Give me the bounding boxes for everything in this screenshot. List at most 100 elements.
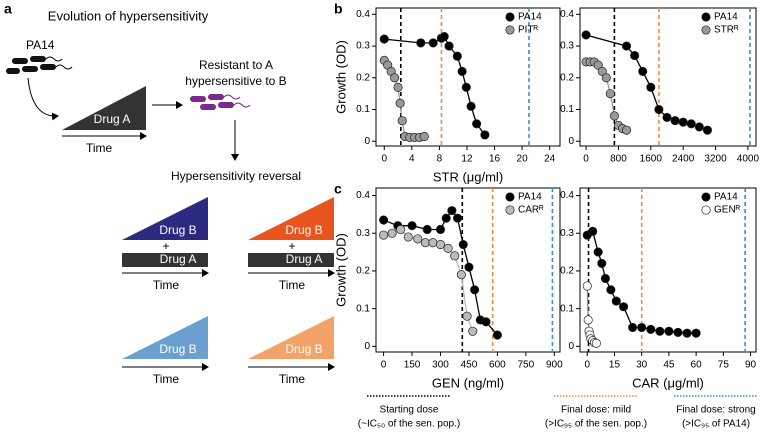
time-label: Time [153, 372, 180, 386]
data-point [419, 131, 429, 142]
data-point [601, 73, 611, 83]
reversal-label: Hypersensitivity reversal [171, 169, 301, 183]
data-point [673, 327, 683, 337]
data-point [466, 101, 476, 111]
data-point [597, 258, 607, 268]
data-point [464, 262, 474, 272]
time-label: Time [279, 278, 306, 292]
data-point [480, 130, 490, 140]
data-point [456, 270, 466, 280]
x-tick-label: 600 [489, 360, 506, 371]
plot-frame [375, 7, 561, 147]
data-point [447, 206, 457, 216]
data-point [600, 273, 610, 284]
x-axis-label: CAR (μg/ml) [632, 375, 704, 390]
data-point [435, 224, 446, 235]
data-point [655, 326, 665, 336]
result-line: hypersensitive to B [185, 74, 286, 88]
x-tick-label: 75 [718, 360, 730, 371]
chart: 0 0.1 0.2 0.3 0.4 0 4 8 12 16 20 24 STR (μg/ml) Growt… [333, 7, 561, 184]
y-tick-label: 0.4 [356, 190, 370, 201]
drug-b-ramp [248, 316, 334, 359]
data-point [654, 104, 664, 115]
data-point [393, 82, 403, 92]
plus: + [162, 239, 169, 253]
drug-a-bar [248, 253, 334, 267]
key-title: Final dose: strong [676, 405, 756, 416]
x-tick-label: 2400 [672, 154, 695, 165]
legend-label: PA14 [518, 12, 542, 23]
x-tick-label: 0 [584, 360, 590, 371]
legend-marker [505, 192, 515, 202]
y-tick-label: 0.3 [560, 41, 574, 52]
x-tick-label: 60 [691, 360, 703, 371]
drug-label: Drug B [159, 342, 196, 356]
drug-b-ramp [122, 197, 208, 240]
legend-label: STRᴿ [714, 25, 739, 36]
y-tick-label: 0.3 [356, 228, 370, 239]
data-point [481, 317, 491, 327]
drug-a-ramp [62, 86, 146, 130]
data-point [588, 226, 598, 236]
data-point [605, 89, 615, 99]
y-tick-label: 0 [568, 341, 574, 352]
data-point [450, 251, 460, 261]
x-tick-label: 800 [610, 154, 627, 165]
time-label: Time [279, 372, 306, 386]
drug-label: Drug A [94, 112, 131, 126]
data-point [646, 82, 656, 92]
chart: 0 0.1 0.2 0.3 0.4 0 150 300 450 600 750 900 GEN (ng/… [333, 187, 563, 390]
plus: + [288, 239, 295, 253]
data-point [403, 232, 413, 242]
data-point [379, 34, 389, 44]
legend-label: PA14 [518, 192, 542, 203]
y-tick-label: 0.2 [356, 266, 370, 277]
data-point [453, 213, 463, 223]
x-tick-label: 3200 [704, 154, 727, 165]
data-point [439, 32, 449, 42]
data-point [638, 66, 648, 76]
data-point [407, 221, 417, 231]
drug-a-bar [122, 253, 208, 267]
data-point [694, 122, 704, 132]
plot-frame [579, 7, 757, 147]
data-point [443, 243, 453, 253]
x-axis-label: GEN (ng/ml) [432, 375, 504, 390]
chart: 0 0.1 0.2 0.3 0.4 0 800 1600 2400 3200 4000 PA14 STR… [560, 7, 760, 165]
legend-marker [701, 12, 711, 22]
x-tick-label: 30 [636, 360, 648, 371]
legend-label: GENᴿ [714, 205, 741, 216]
y-tick-label: 0.1 [356, 303, 370, 314]
legend-marker [701, 205, 711, 215]
data-point [387, 228, 397, 238]
data-point [413, 234, 423, 244]
x-tick-label: 8 [437, 154, 443, 165]
legend-label: CARᴿ [518, 205, 544, 216]
x-axis-label: STR (μg/ml) [433, 169, 503, 184]
data-point [428, 38, 438, 48]
x-tick-label: 150 [404, 360, 421, 371]
data-point [444, 41, 454, 51]
key-detail: (>IC₉₅ of the sen. pop.) [545, 419, 647, 430]
data-point [397, 116, 407, 126]
data-point [422, 224, 432, 235]
panel-label: c [334, 181, 342, 197]
x-tick-label: 4000 [737, 154, 760, 165]
data-point [416, 38, 426, 48]
legend-marker [505, 25, 515, 35]
dose-key: Starting dose (~IC₅₀ of the sen. pop.) Fin… [358, 395, 758, 430]
data-point [428, 238, 438, 248]
x-tick-label: 24 [544, 154, 556, 165]
diagram-title: Evolution of hypersensitivity [48, 8, 209, 23]
y-tick-label: 0 [364, 341, 370, 352]
y-tick-label: 0.4 [560, 9, 574, 20]
y-tick-label: 0.3 [560, 228, 574, 239]
x-tick-label: 750 [518, 360, 535, 371]
x-tick-label: 0 [381, 360, 387, 371]
data-point [461, 82, 471, 92]
y-tick-label: 0.1 [560, 303, 574, 314]
data-point [452, 51, 462, 61]
plot-frame [375, 187, 561, 353]
data-point [682, 328, 692, 338]
